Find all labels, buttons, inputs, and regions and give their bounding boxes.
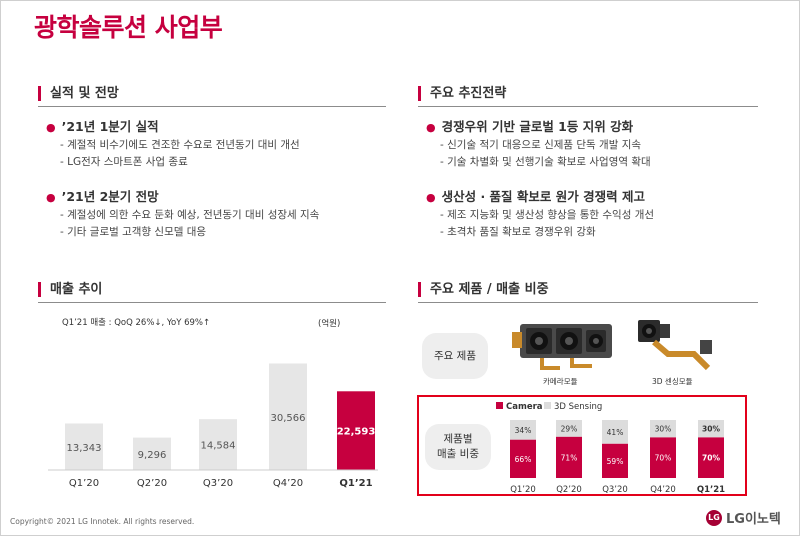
mix-label-3d-sensing: 30% [702, 425, 720, 434]
mix-label: 제품별 매출 비중 [425, 424, 491, 470]
mix-category-label: Q1’20 [510, 485, 536, 495]
sub-item: - 초격차 품질 확보로 경쟁우위 강화 [440, 226, 596, 238]
mix-bar-camera [510, 439, 536, 478]
mix-bar-3d-sensing [602, 420, 628, 444]
revenue-value-label: 30,566 [271, 413, 306, 424]
section-heading-performance: 실적 및 전망 [38, 86, 119, 101]
revenue-value-label: 22,593 [337, 427, 376, 438]
revenue-bar [269, 363, 307, 470]
section-divider [418, 302, 758, 303]
sub-item: - 신기술 적기 대응으로 신제품 단독 개발 지속 [440, 139, 642, 151]
bullet-q1-results: ● ’21년 1분기 실적 [46, 118, 159, 136]
revenue-note: Q1’21 매출 : QoQ 26%↓, YoY 69%↑ [62, 318, 211, 328]
mix-bar-3d-sensing [698, 420, 724, 438]
bullet-text: 생산성 · 품질 확보로 원가 경쟁력 제고 [441, 189, 645, 204]
legend-label-3d-sensing: 3D Sensing [554, 402, 602, 412]
mix-bar-camera [650, 437, 676, 478]
section-divider [38, 106, 386, 107]
products-label-text: 주요 제품 [434, 349, 476, 362]
mix-label-3d-sensing: 34% [515, 426, 532, 435]
section-heading-products: 주요 제품 / 매출 비중 [418, 282, 549, 297]
mix-label-camera: 70% [655, 454, 672, 463]
bullet-text: ’21년 2분기 전망 [61, 189, 159, 204]
revenue-chart: 13,343 Q1’20 9,296 Q2’20 14,584 Q3’20 30,566 Q4… [48, 363, 378, 489]
mix-label-3d-sensing: 41% [607, 428, 624, 437]
sales-mix-chart: Camera 3D Sensing 34% 66% Q1’20 29% 71% Q2’20 41… [496, 402, 725, 495]
mix-category-label: Q3’20 [602, 485, 628, 495]
mix-label-camera: 71% [561, 453, 578, 462]
bullet-dot-icon: ● [426, 191, 436, 204]
revenue-category-label: Q1’21 [339, 478, 372, 489]
sub-item: - LG전자 스마트폰 사업 종료 [60, 156, 188, 168]
mix-highlight-frame [417, 395, 747, 496]
mix-bar-camera [556, 436, 582, 478]
mix-label-line2: 매출 비중 [437, 448, 479, 460]
mix-label-3d-sensing: 30% [655, 425, 672, 434]
sub-item: - 계절적 비수기에도 견조한 수요로 전년동기 대비 개선 [60, 139, 300, 151]
section-divider [38, 302, 386, 303]
section-heading-strategy: 주요 추진전략 [418, 86, 506, 101]
page-title: 광학솔루션 사업부 [34, 13, 223, 42]
sub-item: - 기타 글로벌 고객향 신모델 대응 [60, 226, 207, 238]
mix-label-3d-sensing: 29% [561, 424, 578, 433]
revenue-value-label: 14,584 [201, 441, 236, 452]
products-label: 주요 제품 [422, 333, 488, 379]
logo-mark-icon: LG [706, 509, 722, 526]
copyright-text: Copyright© 2021 LG Innotek. All rights r… [10, 517, 195, 526]
revenue-category-label: Q4’20 [273, 478, 303, 489]
revenue-unit: (억원) [318, 319, 341, 329]
bullet-q2-outlook: ● ’21년 2분기 전망 [46, 188, 159, 206]
mix-label-camera: 66% [515, 455, 532, 464]
bullet-text: 경쟁우위 기반 글로벌 1등 지위 강화 [441, 119, 634, 134]
legend-swatch-3d-sensing [544, 402, 551, 409]
mix-bar-camera [698, 437, 724, 478]
mix-category-label: Q2’20 [556, 485, 582, 495]
revenue-bar [65, 423, 103, 470]
mix-label-line1: 제품별 [443, 433, 473, 445]
sensing-module-image [638, 320, 712, 371]
mix-label-camera: 70% [702, 454, 720, 463]
mix-label-camera: 59% [607, 457, 624, 466]
revenue-category-label: Q2’20 [137, 478, 167, 489]
mix-category-label: Q4’20 [650, 485, 676, 495]
logo-text: LG이노텍 [726, 512, 781, 527]
mix-bar-camera [602, 443, 628, 478]
camera-module-image [512, 324, 612, 370]
mix-category-label: Q1’21 [697, 485, 725, 495]
revenue-value-label: 9,296 [138, 450, 167, 461]
legend-label-camera: Camera [506, 402, 543, 412]
camera-module-caption: 카메라모듈 [543, 377, 578, 386]
bullet-text: ’21년 1분기 실적 [61, 119, 159, 134]
revenue-bar [133, 437, 171, 470]
revenue-bar [199, 419, 237, 470]
mix-bar-3d-sensing [556, 420, 582, 437]
bullet-dot-icon: ● [46, 191, 56, 204]
bullet-cost-competitiveness: ● 생산성 · 품질 확보로 원가 경쟁력 제고 [426, 188, 645, 206]
revenue-value-label: 13,343 [67, 443, 102, 454]
sensing-module-caption: 3D 센싱모듈 [652, 377, 693, 386]
revenue-category-label: Q3’20 [203, 478, 233, 489]
mix-bar-3d-sensing [650, 420, 676, 438]
company-logo: LG LG이노텍 [706, 508, 781, 527]
revenue-bar [337, 391, 375, 470]
section-heading-revenue: 매출 추이 [38, 282, 102, 297]
revenue-category-label: Q1’20 [69, 478, 99, 489]
sub-item: - 제조 지능화 및 생산성 향상을 통한 수익성 개선 [440, 209, 655, 221]
section-divider [418, 106, 758, 107]
mix-bar-3d-sensing [510, 420, 536, 440]
bullet-dot-icon: ● [46, 121, 56, 134]
bullet-dot-icon: ● [426, 121, 436, 134]
bullet-global-leadership: ● 경쟁우위 기반 글로벌 1등 지위 강화 [426, 118, 633, 136]
sub-item: - 계절성에 의한 수요 둔화 예상, 전년동기 대비 성장세 지속 [60, 209, 320, 221]
legend-swatch-camera [496, 402, 503, 409]
sub-item: - 기술 차별화 및 선행기술 확보로 사업영역 확대 [440, 156, 651, 168]
